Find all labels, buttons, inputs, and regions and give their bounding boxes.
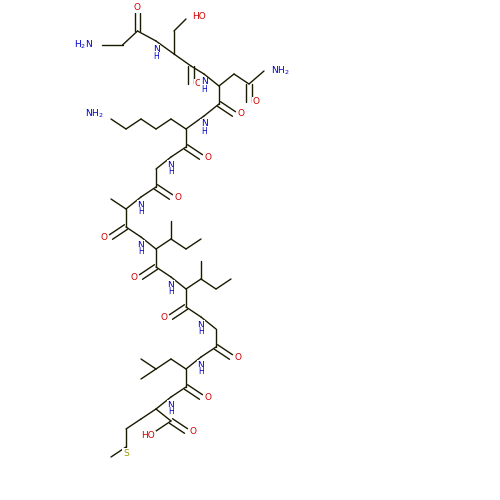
Text: N: N bbox=[198, 360, 204, 370]
Text: O: O bbox=[130, 272, 138, 281]
Text: N: N bbox=[200, 78, 207, 86]
Text: N: N bbox=[198, 320, 204, 330]
Text: H: H bbox=[198, 368, 204, 376]
Text: HO: HO bbox=[142, 432, 155, 440]
Text: H: H bbox=[168, 168, 174, 176]
Text: H: H bbox=[201, 84, 207, 94]
Text: N: N bbox=[138, 240, 144, 250]
Text: O: O bbox=[190, 426, 196, 436]
Text: N: N bbox=[168, 160, 174, 170]
Text: O: O bbox=[174, 192, 182, 202]
Text: H: H bbox=[138, 208, 144, 216]
Text: HO: HO bbox=[192, 12, 206, 21]
Text: N: N bbox=[138, 200, 144, 209]
Text: H: H bbox=[153, 52, 159, 60]
Text: NH$_2$: NH$_2$ bbox=[271, 64, 289, 77]
Text: H: H bbox=[201, 126, 207, 136]
Text: N: N bbox=[168, 280, 174, 289]
Text: O: O bbox=[204, 152, 212, 162]
Text: H: H bbox=[138, 248, 144, 256]
Text: O: O bbox=[134, 3, 141, 12]
Text: O: O bbox=[160, 312, 168, 322]
Text: H: H bbox=[198, 328, 204, 336]
Text: O: O bbox=[252, 98, 260, 106]
Text: N: N bbox=[168, 400, 174, 409]
Text: H$_2$N: H$_2$N bbox=[74, 39, 92, 52]
Text: NH$_2$: NH$_2$ bbox=[86, 108, 104, 120]
Text: O: O bbox=[100, 232, 107, 241]
Text: N: N bbox=[200, 120, 207, 128]
Text: O: O bbox=[204, 392, 212, 402]
Text: O: O bbox=[238, 110, 244, 118]
Text: H: H bbox=[168, 408, 174, 416]
Text: O: O bbox=[194, 80, 202, 88]
Text: N: N bbox=[152, 44, 160, 54]
Text: O: O bbox=[234, 352, 242, 362]
Text: S: S bbox=[123, 448, 129, 458]
Text: H: H bbox=[168, 288, 174, 296]
